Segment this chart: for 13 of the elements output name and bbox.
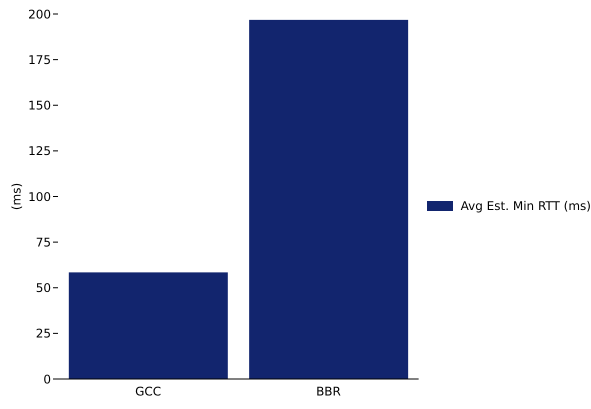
y-tick-label: 50 — [36, 281, 51, 296]
y-tick-label: 100 — [28, 190, 51, 204]
y-tick-label: 0 — [43, 372, 51, 386]
x-tick-label: GCC — [135, 384, 162, 399]
y-axis-title: (ms) — [9, 182, 24, 210]
x-tick-label: BBR — [316, 384, 341, 399]
y-tick-label: 25 — [36, 326, 51, 341]
y-tick-label: 75 — [36, 235, 51, 250]
y-tick-label: 125 — [28, 144, 51, 158]
y-tick-label: 175 — [28, 52, 51, 67]
legend-label: Avg Est. Min RTT (ms) — [460, 198, 591, 212]
y-tick-label: 150 — [28, 98, 51, 113]
y-tick-label: 200 — [28, 7, 51, 22]
